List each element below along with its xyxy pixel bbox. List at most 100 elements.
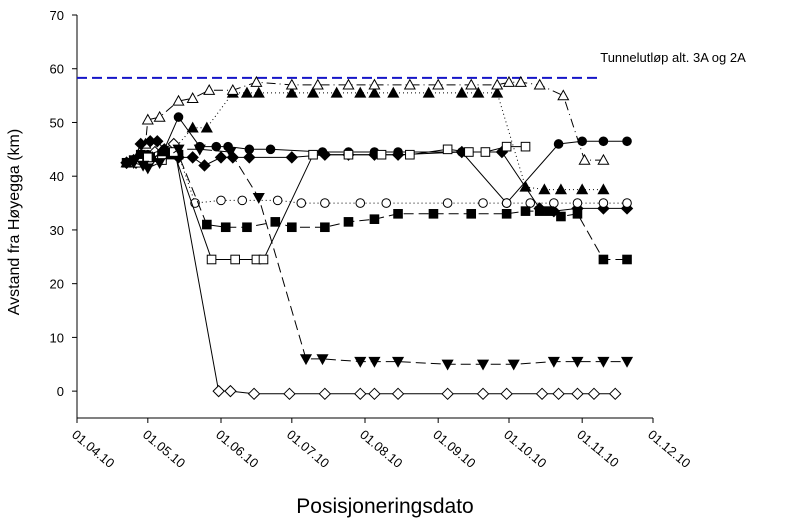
- marker-diamond-filled: [186, 151, 199, 164]
- marker-triangle-filled: [455, 86, 468, 98]
- marker-square-filled: [520, 206, 531, 216]
- y-axis-title: Avstand fra Høyegga (km): [6, 129, 23, 315]
- marker-square-open: [206, 254, 217, 265]
- marker-triangle-open: [557, 89, 570, 101]
- marker-triangle-filled: [330, 86, 343, 98]
- marker-triangle-filled: [200, 121, 213, 133]
- marker-triangle-open: [172, 94, 185, 106]
- marker-triangle-down-filled: [141, 163, 154, 175]
- x-tick-label: 01.12.10: [645, 427, 693, 471]
- marker-triangle-open: [432, 78, 445, 90]
- marker-triangle-open: [226, 83, 239, 95]
- marker-square-filled: [270, 217, 281, 227]
- marker-triangle-down-filled: [127, 158, 140, 169]
- marker-circle-open: [442, 198, 453, 208]
- marker-triangle-filled: [387, 86, 400, 98]
- marker-triangle-down-filled: [620, 356, 634, 368]
- marker-circle-open: [381, 198, 392, 208]
- marker-triangle-open: [368, 78, 381, 90]
- marker-triangle-filled: [472, 86, 485, 98]
- marker-circle-filled: [622, 136, 632, 147]
- y-tick-label: 30: [50, 223, 64, 238]
- marker-square-open: [258, 254, 269, 265]
- x-tick-label: 01.08.10: [357, 427, 405, 471]
- marker-circle-open: [296, 198, 307, 208]
- marker-circle-filled: [598, 136, 609, 147]
- series-triangle-filled: [127, 86, 610, 195]
- marker-circle-open: [622, 198, 632, 208]
- marker-circle-open: [355, 198, 366, 208]
- marker-square-open: [376, 149, 387, 160]
- marker-triangle-filled: [240, 86, 254, 98]
- marker-diamond-open: [391, 387, 405, 401]
- marker-triangle-down-filled: [571, 356, 584, 368]
- reference-line-label: Tunnelutløp alt. 3A og 2A: [600, 50, 746, 65]
- marker-triangle-down-filled: [193, 144, 206, 156]
- marker-square-open: [143, 152, 153, 163]
- x-tick-label: 01.04.10: [69, 427, 117, 471]
- marker-triangle-down-filled: [299, 354, 313, 366]
- marker-triangle-open: [141, 113, 154, 125]
- marker-diamond-open: [500, 387, 513, 401]
- marker-diamond-filled: [151, 135, 164, 148]
- marker-triangle-down-filled: [368, 356, 381, 368]
- marker-circle-open: [549, 198, 559, 208]
- marker-triangle-open: [465, 78, 478, 90]
- y-tick-label: 60: [50, 62, 64, 77]
- marker-triangle-filled: [597, 183, 610, 195]
- marker-triangle-open: [502, 75, 516, 87]
- marker-circle-open: [572, 198, 583, 208]
- marker-triangle-open: [342, 78, 355, 90]
- y-tick-label: 0: [57, 384, 64, 399]
- marker-square-filled: [242, 222, 252, 233]
- marker-triangle-down-filled: [354, 356, 367, 368]
- marker-triangle-open: [153, 110, 166, 122]
- marker-triangle-filled: [186, 121, 199, 133]
- marker-square-filled: [572, 209, 583, 219]
- marker-square-filled: [501, 209, 512, 219]
- x-tick-label: 01.10.10: [501, 427, 549, 471]
- series-line: [126, 143, 616, 395]
- marker-square-filled: [393, 209, 403, 219]
- marker-diamond-filled: [134, 137, 147, 151]
- marker-diamond-open: [587, 387, 601, 401]
- marker-triangle-down-filled: [441, 359, 454, 371]
- series-group: [120, 75, 634, 401]
- marker-triangle-open: [250, 75, 263, 87]
- marker-triangle-down-filled: [153, 158, 166, 169]
- marker-triangle-filled: [252, 86, 265, 98]
- marker-triangle-down-filled: [224, 147, 237, 159]
- marker-diamond-open: [354, 387, 367, 401]
- marker-triangle-down-filled: [476, 359, 490, 371]
- marker-triangle-filled: [422, 86, 435, 98]
- marker-circle-filled: [553, 139, 564, 149]
- marker-circle-filled: [577, 136, 587, 147]
- marker-square-open: [308, 149, 318, 160]
- marker-triangle-down-filled: [547, 356, 560, 368]
- marker-circle-open: [501, 198, 512, 208]
- marker-diamond-open: [283, 387, 296, 401]
- marker-circle-filled: [211, 141, 222, 152]
- marker-square-filled: [202, 219, 212, 230]
- marker-circle-open: [478, 198, 488, 208]
- marker-diamond-open: [609, 387, 622, 401]
- marker-circle-filled: [265, 144, 276, 155]
- marker-circle-filled: [173, 112, 184, 122]
- marker-square-filled: [428, 209, 439, 219]
- y-tick-label: 70: [50, 8, 64, 23]
- series-line: [133, 116, 627, 204]
- marker-square-filled: [220, 222, 231, 233]
- x-tick-label: 01.06.10: [213, 427, 261, 471]
- marker-square-filled: [369, 214, 380, 224]
- marker-triangle-filled: [285, 86, 298, 98]
- marker-triangle-open: [285, 78, 298, 90]
- marker-triangle-open: [533, 78, 546, 90]
- series-line: [133, 154, 627, 204]
- marker-square-filled: [466, 209, 477, 219]
- marker-diamond-filled: [214, 151, 228, 164]
- marker-diamond-open: [212, 384, 225, 398]
- x-tick-label: 01.07.10: [284, 427, 332, 471]
- marker-triangle-down-filled: [597, 356, 610, 368]
- marker-square-open: [501, 141, 512, 152]
